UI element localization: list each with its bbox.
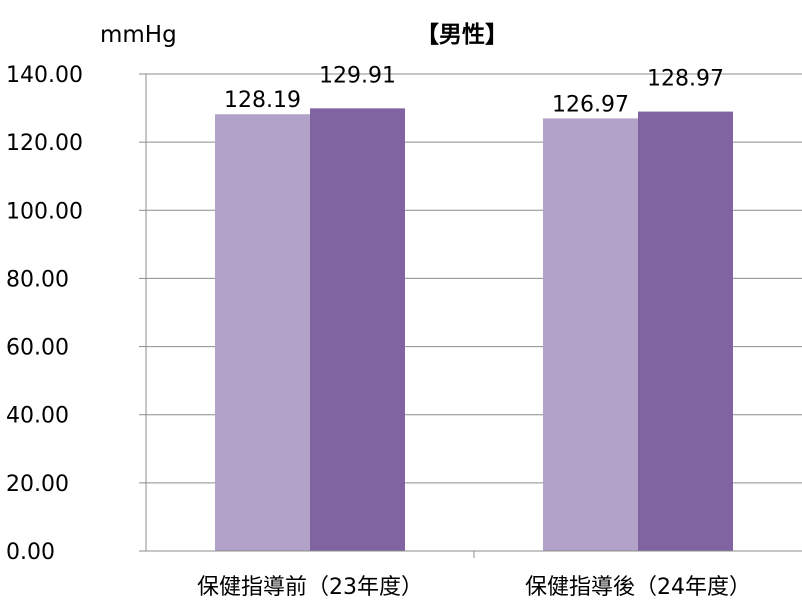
bar (638, 111, 733, 552)
data-label: 126.97 (552, 92, 629, 117)
y-axis-unit-label: mmHg (100, 22, 177, 48)
y-tick-label: 0.00 (6, 540, 55, 565)
bar (310, 108, 405, 551)
y-tick-label: 100.00 (6, 199, 83, 224)
y-tick-label: 20.00 (6, 472, 69, 497)
x-tick-label: 保健指導前（23年度） (197, 575, 423, 600)
bars (215, 108, 733, 552)
data-labels: 128.19 129.91 126.97 128.97 (224, 63, 724, 117)
x-tick-labels: 保健指導前（23年度） 保健指導後（24年度） (197, 575, 751, 600)
y-tick-label: 40.00 (6, 404, 69, 429)
bar (543, 118, 638, 551)
data-label: 128.19 (224, 88, 301, 113)
data-label: 128.97 (647, 67, 724, 92)
y-tick-labels: 0.00 20.00 40.00 60.00 80.00 100.00 120.00 140.… (6, 63, 83, 565)
y-tick-label: 80.00 (6, 267, 69, 292)
y-tick-label: 140.00 (6, 63, 83, 88)
y-tick-label: 120.00 (6, 131, 83, 156)
bar (215, 114, 310, 552)
axes (145, 74, 802, 558)
x-tick-label: 保健指導後（24年度） (525, 575, 751, 600)
data-label: 129.91 (319, 63, 396, 88)
chart-title: 【男性】 (416, 22, 508, 48)
y-tick-label: 60.00 (6, 336, 69, 361)
